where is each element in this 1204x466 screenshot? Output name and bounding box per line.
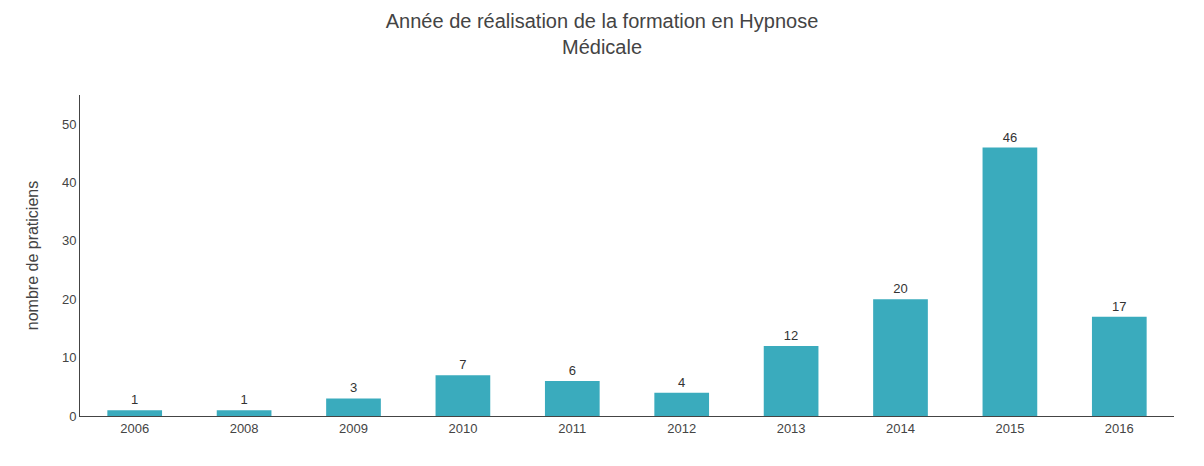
svg-text:0: 0	[69, 409, 76, 424]
svg-text:2010: 2010	[448, 421, 477, 436]
svg-text:30: 30	[62, 233, 76, 248]
svg-text:2013: 2013	[777, 421, 806, 436]
svg-text:2016: 2016	[1105, 421, 1134, 436]
svg-text:17: 17	[1112, 299, 1126, 314]
svg-text:6: 6	[569, 363, 576, 378]
svg-text:Année de réalisation de la for: Année de réalisation de la formation en …	[386, 10, 819, 58]
svg-text:40: 40	[62, 175, 76, 190]
svg-text:2009: 2009	[339, 421, 368, 436]
svg-text:46: 46	[1003, 130, 1017, 145]
svg-text:3: 3	[350, 380, 357, 395]
svg-text:12: 12	[784, 328, 798, 343]
svg-text:20: 20	[62, 292, 76, 307]
svg-text:nombre de praticiens: nombre de praticiens	[24, 181, 41, 330]
svg-text:10: 10	[62, 350, 76, 365]
svg-text:1: 1	[240, 392, 247, 407]
svg-text:4: 4	[678, 375, 685, 390]
svg-text:50: 50	[62, 117, 76, 132]
svg-text:2008: 2008	[230, 421, 259, 436]
svg-text:2012: 2012	[667, 421, 696, 436]
svg-text:20: 20	[893, 281, 907, 296]
svg-text:2006: 2006	[120, 421, 149, 436]
svg-text:7: 7	[459, 357, 466, 372]
svg-text:2011: 2011	[558, 421, 586, 436]
svg-text:2015: 2015	[995, 421, 1024, 436]
svg-text:2014: 2014	[886, 421, 915, 436]
svg-text:1: 1	[131, 392, 138, 407]
